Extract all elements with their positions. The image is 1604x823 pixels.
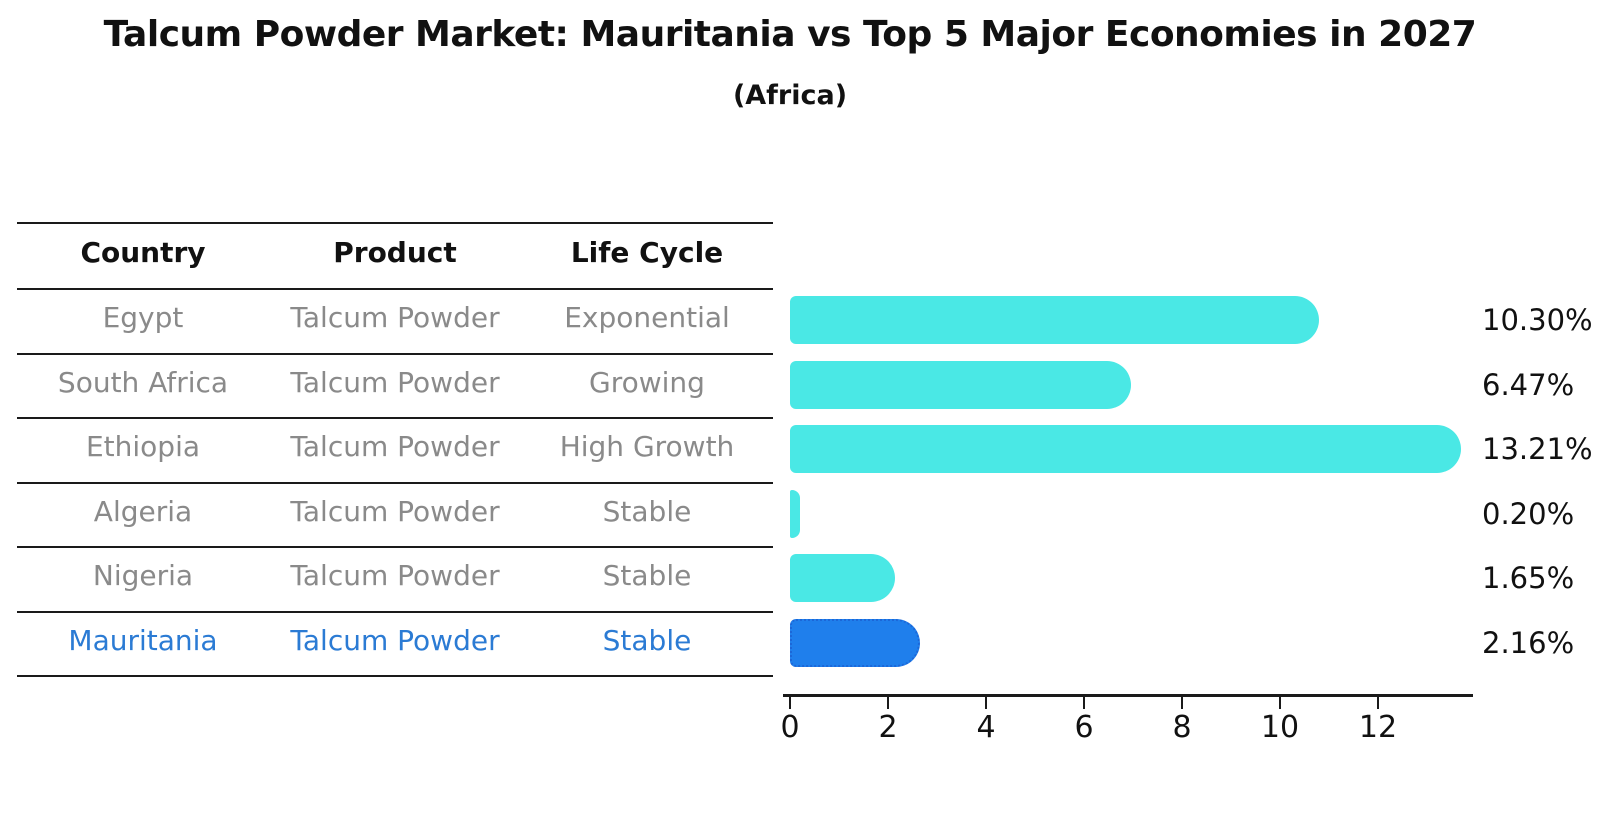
- table-row-rule: [17, 481, 773, 484]
- bar-value-label: 10.30%: [1482, 303, 1593, 338]
- x-axis-tick-label: 4: [976, 710, 996, 745]
- table-row-rule: [17, 610, 773, 613]
- x-axis-tick: [887, 697, 889, 709]
- x-axis-tick-label: 2: [878, 710, 898, 745]
- table-cell-life_cycle: Stable: [602, 623, 692, 657]
- table-cell-product: Talcum Powder: [290, 559, 500, 593]
- table-cell-life_cycle: Exponential: [564, 301, 730, 335]
- table-cell-country: Mauritania: [68, 623, 218, 657]
- table-top-rule: [17, 222, 773, 224]
- table-cell-country: Ethiopia: [85, 430, 201, 464]
- x-axis-tick: [789, 697, 791, 709]
- x-axis-tick-label: 0: [780, 710, 800, 745]
- x-axis-tick: [985, 697, 987, 709]
- table-cell-life_cycle: Stable: [602, 559, 692, 593]
- table-cell-country: South Africa: [57, 365, 229, 399]
- table-header-country: Country: [80, 236, 206, 269]
- bar-nigeria: [790, 554, 895, 603]
- table-row-rule: [17, 417, 773, 419]
- bar-value-label: 2.16%: [1482, 625, 1575, 660]
- table-row-rule: [17, 352, 773, 355]
- bar-value-label: 13.21%: [1482, 432, 1593, 467]
- table-cell-country: Algeria: [93, 494, 193, 528]
- x-axis-tick-label: 6: [1074, 710, 1094, 745]
- table-cell-product: Talcum Powder: [290, 430, 500, 464]
- bar-value-label: 6.47%: [1482, 367, 1575, 402]
- table-cell-life_cycle: High Growth: [559, 430, 735, 464]
- table-cell-life_cycle: Stable: [602, 494, 692, 528]
- table-cell-product: Talcum Powder: [290, 623, 500, 657]
- table-cell-product: Talcum Powder: [290, 365, 500, 399]
- x-axis-line: [783, 694, 1473, 697]
- bar-egypt: [790, 296, 1319, 345]
- table-cell-product: Talcum Powder: [290, 301, 500, 335]
- table-cell-country: Egypt: [102, 301, 184, 335]
- x-axis-tick: [1279, 697, 1281, 709]
- table-row-rule: [17, 546, 773, 548]
- bar-south-africa: [790, 360, 1132, 409]
- chart-title: Talcum Powder Market: Mauritania vs Top …: [103, 14, 1477, 55]
- x-axis-tick: [1181, 697, 1183, 709]
- table-cell-life_cycle: Growing: [589, 365, 705, 399]
- table-row-rule: [17, 675, 773, 677]
- bar-value-label: 0.20%: [1482, 496, 1575, 531]
- bar-mauritania: [790, 618, 920, 667]
- table-header-life_cycle: Life Cycle: [570, 236, 724, 269]
- x-axis-tick: [1083, 697, 1085, 709]
- table-header-rule: [17, 288, 773, 290]
- bar-value-label: 1.65%: [1482, 561, 1575, 596]
- table-cell-product: Talcum Powder: [290, 494, 500, 528]
- chart-subtitle: (Africa): [732, 80, 848, 111]
- table-cell-country: Nigeria: [92, 559, 194, 593]
- x-axis-tick-label: 8: [1172, 710, 1192, 745]
- x-axis-tick-label: 12: [1358, 710, 1398, 745]
- x-axis-tick: [1377, 697, 1379, 709]
- table-header-product: Product: [333, 236, 457, 269]
- bar-ethiopia: [790, 425, 1462, 474]
- x-axis-tick-label: 10: [1260, 710, 1300, 745]
- bar-algeria: [790, 489, 800, 538]
